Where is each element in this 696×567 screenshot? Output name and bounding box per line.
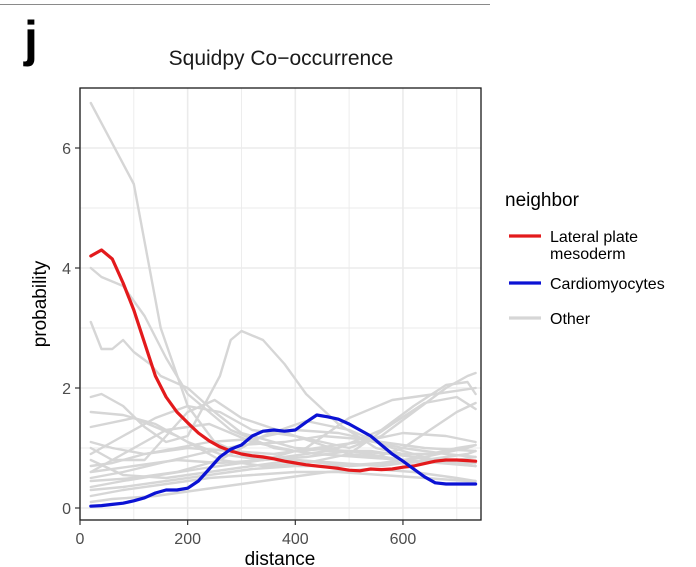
- series-line-other-9: [89, 470, 477, 498]
- series-line-other-13: [89, 443, 477, 492]
- x-tick-label: 0: [76, 531, 85, 548]
- y-tick-label: 2: [62, 381, 71, 398]
- series-line-other-14: [89, 467, 477, 504]
- legend-label: Other: [550, 311, 591, 328]
- series-line-other-6: [89, 395, 477, 468]
- series-line-other-12: [89, 449, 477, 480]
- x-axis-label: distance: [245, 549, 316, 567]
- x-tick-label: 400: [282, 531, 309, 548]
- legend-label: mesoderm: [550, 246, 626, 263]
- series-line-other-2: [89, 329, 477, 456]
- legend-label: Lateral plate: [550, 229, 638, 246]
- series-line-lateral-plate-mesoderm: [89, 248, 478, 473]
- y-tick-label: 4: [62, 261, 71, 278]
- legend-title: neighbor: [505, 190, 580, 211]
- series-layer: [89, 101, 478, 508]
- series-line-other-3: [89, 398, 477, 462]
- series-line-other-17: [89, 419, 477, 483]
- axes: 0 200 400 600 0 2 4 6: [62, 141, 416, 548]
- plot-border: [79, 87, 482, 521]
- x-tick-label: 600: [390, 531, 417, 548]
- y-tick-label: 0: [62, 501, 71, 518]
- panel-label: j: [24, 11, 38, 67]
- legend-label: Cardiomyocytes: [550, 276, 665, 293]
- series-line-other-5: [89, 380, 477, 474]
- series-line-other-11: [89, 431, 477, 468]
- series-line-other-7: [89, 434, 477, 480]
- series-line-other-18: [89, 386, 477, 474]
- x-tick-label: 200: [174, 531, 201, 548]
- top-rule: [0, 4, 490, 5]
- chart-title: Squidpy Co−occurrence: [169, 47, 394, 70]
- y-tick-label: 6: [62, 141, 71, 158]
- y-axis-label: probability: [30, 260, 51, 347]
- series-line-cardiomyocytes: [89, 413, 478, 508]
